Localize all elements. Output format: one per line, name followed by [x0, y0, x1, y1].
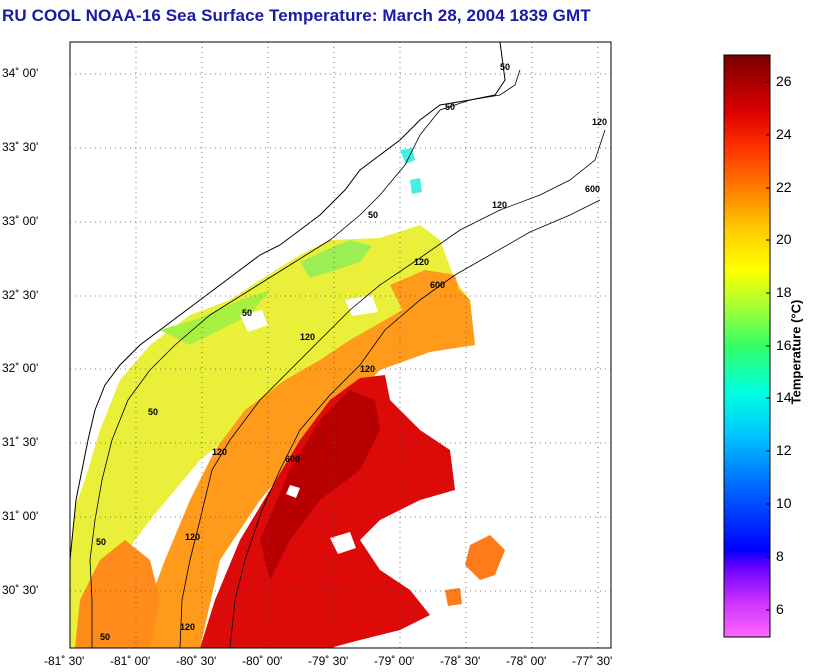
colorbar-tick-label: 18: [776, 284, 792, 300]
isobath-label-group: 50 50 120 600 50 120 600 120 50 120 600 …: [96, 62, 607, 642]
isobath-label: 120: [185, 532, 200, 542]
cloud-gap: [240, 295, 378, 554]
colorbar-tick-label: 22: [776, 179, 792, 195]
sst-green-patch: [300, 240, 372, 278]
lon-label: -80˚ 30': [176, 654, 217, 668]
isobath-label: 120: [360, 364, 375, 374]
lon-label: -79˚ 30': [308, 654, 349, 668]
lat-label: 31˚ 00': [2, 509, 39, 523]
lat-label: 32˚ 00': [2, 361, 39, 375]
isobath-600: [229, 199, 601, 648]
isobath-label: 120: [212, 447, 227, 457]
isobath-label: 120: [300, 332, 315, 342]
isobath-label: 600: [430, 280, 445, 290]
colorbar-tick-label: 14: [776, 389, 792, 405]
isobath-label: 120: [414, 257, 429, 267]
map-title: RU COOL NOAA-16 Sea Surface Temperature:…: [2, 6, 591, 25]
isobath-120: [179, 129, 606, 648]
lon-label: -78˚ 30': [440, 654, 481, 668]
lon-label: -78˚ 00': [506, 654, 547, 668]
lon-label: -79˚ 00': [374, 654, 415, 668]
map-frame: [69, 41, 612, 649]
sst-gulfstream-dark: [260, 390, 380, 580]
lon-label: -77˚ 30': [572, 654, 613, 668]
isobath-label: 600: [285, 454, 300, 464]
graticule: [69, 42, 611, 648]
sst-green-patch: [160, 290, 270, 345]
colorbar-tick-label: 12: [776, 442, 792, 458]
colorbar: [723, 54, 771, 638]
colorbar-tick-label: 6: [776, 601, 784, 617]
lon-label: -80˚ 00': [242, 654, 283, 668]
colorbar-tick-label: 10: [776, 495, 792, 511]
isobath-label: 120: [492, 200, 507, 210]
isobath-label: 50: [100, 632, 110, 642]
isobath-label: 50: [96, 537, 106, 547]
colorbar-tick-label: 26: [776, 73, 792, 89]
isobath-label: 120: [592, 117, 607, 127]
colorbar-tick-label: 20: [776, 231, 792, 247]
sst-cyan-patch: [400, 148, 422, 194]
lat-label: 32˚ 30': [2, 288, 39, 302]
isobath-label: 600: [585, 184, 600, 194]
lat-label: 33˚ 30': [2, 140, 39, 154]
colorbar-ticks: [766, 81, 770, 611]
isobath-label: 50: [500, 62, 510, 72]
land-mask: [69, 41, 506, 561]
colorbar-label: Temperature (°C): [788, 299, 804, 405]
isobaths: [89, 69, 606, 648]
lat-label: 30˚ 30': [2, 583, 39, 597]
isobath-50: [89, 69, 521, 648]
lat-label: 31˚ 30': [2, 435, 39, 449]
isobath-label: 50: [445, 102, 455, 112]
sst-offshore-orange: [445, 535, 505, 606]
isobath-label: 120: [180, 622, 195, 632]
isobath-label: 50: [242, 308, 252, 318]
sst-gulfstream-red: [200, 375, 455, 648]
colorbar-tick-label: 24: [776, 126, 792, 142]
isobath-label: 50: [368, 210, 378, 220]
colorbar-tick-label: 8: [776, 548, 784, 564]
sst-field: [70, 42, 611, 648]
lat-label: 34˚ 00': [2, 66, 39, 80]
lon-label: -81˚ 30': [44, 654, 85, 668]
colorbar-tick-label: 16: [776, 337, 792, 353]
lon-label: -81˚ 00': [110, 654, 151, 668]
lat-label: 33˚ 00': [2, 214, 39, 228]
sst-orange-patch: [75, 540, 160, 648]
isobath-label: 50: [148, 407, 158, 417]
sst-orange-patch: [390, 270, 470, 340]
